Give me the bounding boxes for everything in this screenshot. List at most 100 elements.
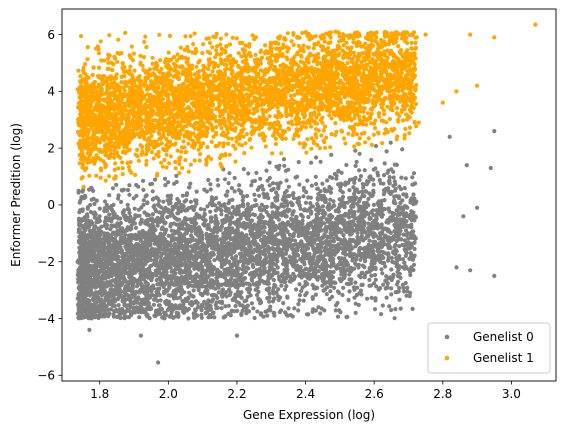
point-genelist-0 xyxy=(176,313,181,318)
point-genelist-0 xyxy=(185,267,191,272)
point-genelist-0 xyxy=(333,303,339,308)
point-genelist-0 xyxy=(381,173,387,178)
point-genelist-0 xyxy=(249,258,255,263)
point-genelist-0 xyxy=(271,277,276,283)
point-genelist-0 xyxy=(411,171,417,176)
point-genelist-0 xyxy=(401,217,406,222)
point-genelist-0 xyxy=(312,274,317,279)
point-genelist-0 xyxy=(189,299,194,305)
point-genelist-0 xyxy=(284,178,289,183)
point-genelist-0 xyxy=(257,267,262,272)
point-genelist-0 xyxy=(78,198,83,203)
point-genelist-0 xyxy=(368,253,373,259)
point-genelist-0 xyxy=(104,272,109,277)
point-genelist-0 xyxy=(407,267,412,272)
point-genelist-0 xyxy=(389,292,394,297)
point-genelist-0 xyxy=(272,214,277,219)
point-genelist-0 xyxy=(160,251,165,256)
point-genelist-0 xyxy=(181,309,186,314)
point-genelist-0 xyxy=(373,166,378,171)
point-genelist-0 xyxy=(142,210,147,215)
point-genelist-0 xyxy=(330,294,335,299)
point-genelist-0 xyxy=(188,252,193,257)
point-genelist-0 xyxy=(107,258,112,263)
point-genelist-0 xyxy=(105,292,111,297)
point-genelist-0 xyxy=(359,270,364,276)
point-genelist-0 xyxy=(85,270,90,275)
point-genelist-0 xyxy=(366,234,371,239)
point-genelist-0 xyxy=(344,162,349,168)
point-genelist-0 xyxy=(277,277,282,282)
point-genelist-0 xyxy=(208,187,213,192)
point-genelist-0 xyxy=(199,273,204,278)
point-genelist-0 xyxy=(307,252,312,257)
point-genelist-0 xyxy=(79,195,84,200)
point-genelist-0 xyxy=(353,148,358,153)
point-genelist-0 xyxy=(280,252,285,257)
point-genelist-0 xyxy=(214,216,219,221)
point-genelist-0 xyxy=(227,235,232,240)
point-genelist-0 xyxy=(383,286,388,291)
point-genelist-0 xyxy=(172,181,177,186)
point-genelist-0 xyxy=(139,251,145,256)
point-genelist-0 xyxy=(338,220,343,225)
point-genelist-0 xyxy=(305,208,310,213)
point-genelist-0 xyxy=(102,241,107,246)
point-genelist-0 xyxy=(409,235,414,240)
point-genelist-0 xyxy=(286,306,291,311)
point-genelist-0 xyxy=(227,171,232,176)
point-genelist-0 xyxy=(356,240,362,245)
point-genelist-0 xyxy=(166,209,171,214)
point-genelist-0 xyxy=(143,194,148,199)
point-genelist-0 xyxy=(258,301,263,306)
point-genelist-0 xyxy=(350,202,355,207)
point-genelist-0 xyxy=(310,282,315,288)
point-genelist-0 xyxy=(407,246,412,251)
point-genelist-0 xyxy=(79,256,84,262)
point-genelist-0 xyxy=(399,175,404,180)
point-genelist-0 xyxy=(95,247,100,252)
point-genelist-0 xyxy=(318,224,323,229)
point-genelist-0 xyxy=(292,306,297,311)
point-genelist-0 xyxy=(189,233,194,238)
point-genelist-0 xyxy=(279,226,284,231)
point-genelist-0 xyxy=(174,222,179,227)
point-genelist-0 xyxy=(367,191,372,196)
point-genelist-0 xyxy=(287,232,292,237)
point-genelist-0 xyxy=(106,218,111,223)
point-genelist-0 xyxy=(301,194,306,199)
point-genelist-0 xyxy=(366,179,371,184)
point-genelist-0 xyxy=(191,315,197,320)
point-genelist-0 xyxy=(256,289,261,294)
point-genelist-0 xyxy=(357,199,362,204)
point-genelist-0 xyxy=(188,199,193,204)
point-genelist-0 xyxy=(237,212,242,217)
point-genelist-0 xyxy=(242,276,248,281)
point-genelist-0 xyxy=(219,240,225,245)
point-genelist-0 xyxy=(372,261,377,266)
point-genelist-0 xyxy=(249,183,254,188)
point-genelist-0 xyxy=(212,292,217,298)
point-genelist-0 xyxy=(399,237,404,242)
point-genelist-0 xyxy=(171,282,176,287)
point-genelist-0 xyxy=(124,314,129,320)
point-genelist-0 xyxy=(198,264,203,269)
point-genelist-0 xyxy=(257,193,262,198)
point-genelist-0 xyxy=(283,168,289,173)
point-genelist-0 xyxy=(274,164,279,169)
point-genelist-0 xyxy=(331,225,336,230)
point-genelist-0 xyxy=(97,280,102,285)
point-genelist-0 xyxy=(232,189,237,194)
point-genelist-0 xyxy=(317,256,322,261)
point-genelist-0 xyxy=(182,290,187,295)
point-genelist-0 xyxy=(94,235,99,240)
point-genelist-0 xyxy=(379,198,384,203)
point-genelist-0 xyxy=(133,213,138,218)
point-genelist-0 xyxy=(295,245,300,250)
point-genelist-0 xyxy=(76,227,81,232)
point-genelist-0 xyxy=(162,310,167,315)
point-genelist-0 xyxy=(326,225,331,230)
point-genelist-0 xyxy=(216,250,221,256)
point-genelist-0 xyxy=(152,248,158,253)
point-genelist-0 xyxy=(249,233,254,238)
